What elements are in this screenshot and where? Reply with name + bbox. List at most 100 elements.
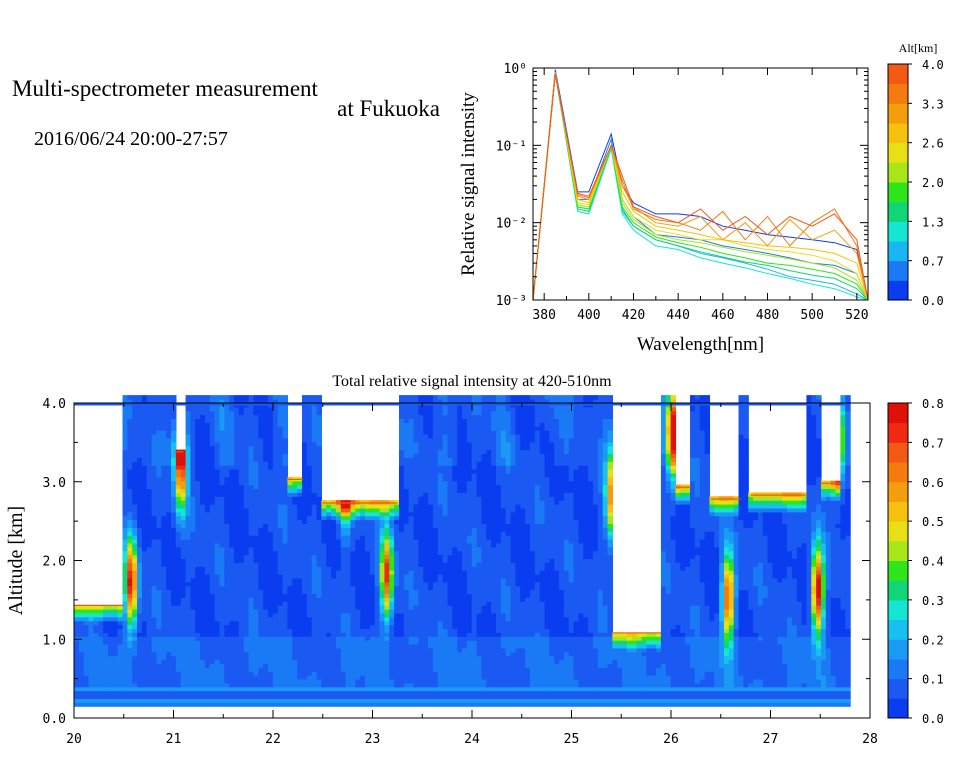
heatmap-cell <box>248 573 255 579</box>
heatmap-cell <box>132 476 138 482</box>
heatmap-cell <box>248 488 255 493</box>
heatmap-cell <box>326 538 332 544</box>
heatmap-cell <box>423 647 429 653</box>
heatmap-cell <box>282 566 289 571</box>
heatmap-cell <box>398 434 405 439</box>
heatmap-cell <box>326 570 332 575</box>
heatmap-cell <box>132 406 138 412</box>
heatmap-cell <box>403 612 410 618</box>
heatmap-cell <box>185 562 192 567</box>
heatmap-cell <box>272 418 279 423</box>
heatmap-cell <box>185 671 192 676</box>
heatmap-cell <box>326 531 332 536</box>
heatmap-cell <box>374 550 381 556</box>
heatmap-cell <box>331 620 337 626</box>
heatmap-cell <box>316 445 322 451</box>
heatmap-cell <box>423 538 429 544</box>
heatmap-cell <box>403 430 410 435</box>
heatmap-cell <box>238 430 245 435</box>
heatmap-cell <box>243 441 250 447</box>
heatmap-cell <box>418 671 424 676</box>
heatmap-cell <box>171 608 177 614</box>
heatmap-cell <box>171 694 177 700</box>
heatmap-cell <box>171 640 177 645</box>
heatmap-cell <box>209 663 216 668</box>
heatmap-cell <box>428 546 434 552</box>
heatmap-cell <box>350 601 356 606</box>
heatmap-cell <box>277 538 284 544</box>
heatmap-cell <box>248 472 255 478</box>
heatmap-cell <box>345 659 352 665</box>
heatmap-cell <box>331 647 337 653</box>
heatmap-cell <box>418 589 424 595</box>
heatmap-cell <box>263 488 269 493</box>
heatmap-cell <box>297 554 303 560</box>
heatmap-cell <box>204 616 211 622</box>
heatmap-cell <box>301 667 308 672</box>
heatmap-cell <box>234 554 240 560</box>
heatmap-cell <box>428 542 434 548</box>
heatmap-cell <box>141 570 148 575</box>
heatmap-cell <box>166 449 172 455</box>
heatmap-cell <box>180 562 187 567</box>
heatmap-cell <box>132 496 138 501</box>
heatmap-cell <box>384 504 390 509</box>
heatmap-cell <box>398 527 405 532</box>
heatmap-cell <box>238 616 245 622</box>
heatmap-cell <box>282 702 289 707</box>
heatmap-cell <box>122 667 128 672</box>
heatmap-cell <box>132 620 138 626</box>
heatmap-cell <box>137 449 143 455</box>
heatmap-cell <box>418 628 424 633</box>
heatmap-cell <box>171 554 177 560</box>
heatmap-cell <box>175 663 182 668</box>
heatmap-cell <box>224 542 230 548</box>
heatmap-cell <box>238 496 245 501</box>
heatmap-cell <box>204 437 211 443</box>
heatmap-cell <box>224 585 230 591</box>
heatmap-cell <box>306 434 313 439</box>
heatmap-cell <box>214 585 221 591</box>
heatmap-cell <box>107 605 114 610</box>
heatmap-cell <box>345 686 352 692</box>
heatmap-cell <box>398 570 405 575</box>
heatmap-cell <box>355 620 361 626</box>
heatmap-cell <box>297 647 303 653</box>
heatmap-cell <box>272 535 279 540</box>
heatmap-cell <box>263 601 269 606</box>
heatmap-cell <box>219 410 225 416</box>
heatmap-cell <box>224 472 230 478</box>
heatmap-cell <box>234 589 240 595</box>
heatmap-cell <box>78 702 85 707</box>
heatmap-cell <box>253 410 259 416</box>
spectrum-series-line-3 <box>533 73 868 300</box>
heatmap-cell <box>335 573 342 579</box>
heatmap-cell <box>219 663 225 668</box>
heatmap-cell <box>282 593 289 598</box>
heatmap-cell <box>146 434 153 439</box>
heatmap-cell <box>418 399 424 404</box>
heatmap-cell <box>268 531 274 536</box>
heatmap-cell <box>180 667 187 672</box>
heatmap-cell <box>151 410 158 416</box>
heatmap-cell <box>428 515 434 521</box>
heatmap-cell <box>141 566 148 571</box>
heatmap-cell <box>219 605 225 610</box>
heatmap-cell <box>204 535 211 540</box>
heatmap-cell <box>156 659 162 665</box>
heatmap-cell <box>282 601 289 606</box>
heatmap-cell <box>423 702 429 707</box>
heatmap-cell <box>413 585 419 591</box>
heatmap-cell <box>175 476 182 482</box>
heatmap-cell <box>161 601 167 606</box>
heatmap-cell <box>326 585 332 591</box>
heatmap-cell <box>418 570 424 575</box>
heatmap-cell <box>204 469 211 474</box>
heatmap-cell <box>253 702 259 707</box>
heatmap-cell <box>331 570 337 575</box>
heatmap-cell <box>258 515 264 521</box>
heatmap-cell <box>175 461 182 466</box>
heatmap-cell <box>423 601 429 606</box>
heatmap-cell <box>408 655 415 661</box>
heatmap-cell <box>248 546 255 552</box>
